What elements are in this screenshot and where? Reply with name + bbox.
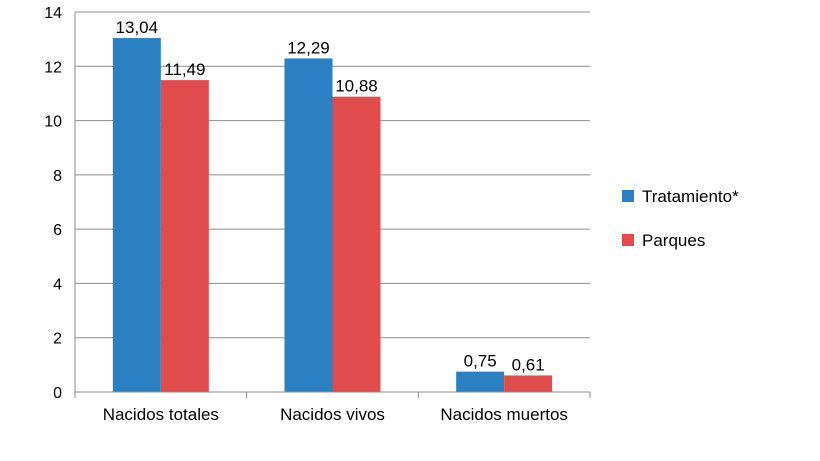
bar [456,371,505,392]
data-label: 0,75 [464,352,497,371]
axes: 0 2 4 6 8 10 12 14 Nacidos totales Nacidos vivos N… [44,5,591,424]
bar [160,80,209,392]
y-tick-label: 10 [44,114,62,131]
y-tick-label: 4 [53,276,62,293]
y-tick-label: 0 [53,385,62,402]
data-labels: 13,04 11,49 12,29 10,88 0,75 0,61 [116,18,545,374]
y-tick-label: 12 [44,59,62,76]
legend-label: Parques [642,231,705,250]
data-label: 10,88 [335,77,378,96]
y-tick-label: 14 [44,5,62,22]
x-tick-label: Nacidos vivos [280,405,385,424]
legend-label: Tratamiento* [642,187,739,206]
y-tick-label: 8 [53,168,62,185]
data-label: 13,04 [116,18,159,37]
legend-swatch [622,190,634,202]
legend: Tratamiento* Parques [622,187,739,250]
x-tick-label: Nacidos totales [103,405,219,424]
bar [112,38,161,393]
data-label: 11,49 [164,60,205,79]
y-tick-label: 6 [53,222,62,239]
data-label: 0,61 [512,355,545,374]
bars [112,38,553,393]
bar [504,375,553,392]
bar [284,58,333,393]
bar [332,96,381,392]
data-label: 12,29 [287,38,330,57]
x-tick-label: Nacidos muertos [440,405,568,424]
legend-swatch [622,234,634,246]
y-tick-label: 2 [53,331,62,348]
